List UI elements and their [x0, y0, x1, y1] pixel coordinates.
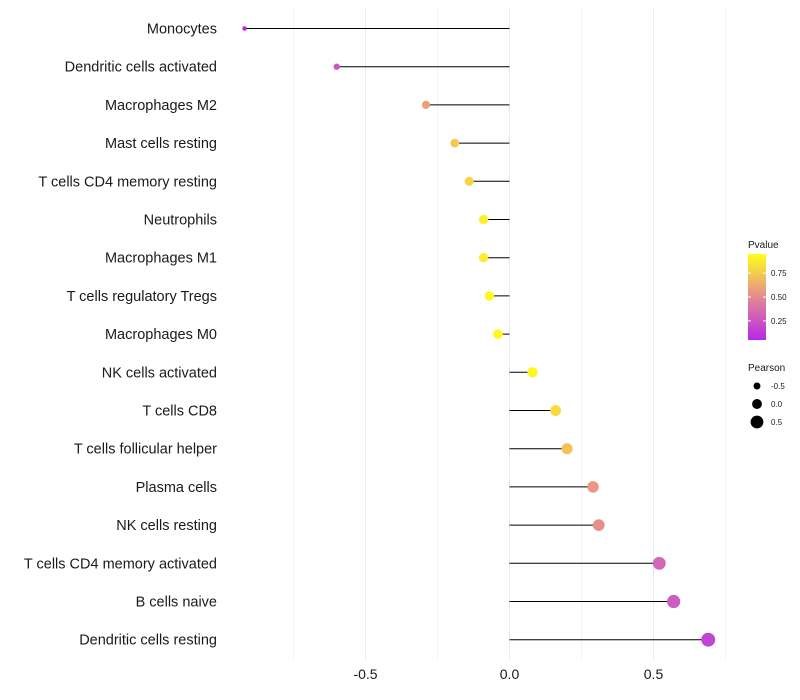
- color-legend-label: 0.25: [771, 317, 787, 326]
- category-label: B cells naive: [136, 595, 217, 611]
- size-legend-point: [752, 399, 762, 409]
- category-label: Plasma cells: [136, 480, 217, 496]
- data-point: [478, 214, 489, 225]
- category-label: Macrophages M0: [105, 327, 217, 343]
- category-label: T cells CD4 memory activated: [24, 556, 217, 572]
- color-legend-label: 0.75: [771, 269, 787, 278]
- x-tick-label: 0.5: [644, 666, 664, 682]
- data-point: [652, 556, 666, 570]
- x-tick-label: -0.5: [353, 666, 377, 682]
- color-legend-title: Pvalue: [748, 240, 779, 251]
- category-label: Macrophages M2: [105, 98, 217, 114]
- category-label: NK cells activated: [102, 365, 217, 381]
- category-label: Dendritic cells resting: [79, 633, 217, 649]
- category-label: NK cells resting: [116, 518, 217, 534]
- category-label: T cells follicular helper: [74, 442, 217, 458]
- category-label: T cells regulatory Tregs: [67, 289, 217, 305]
- category-label: Dendritic cells activated: [65, 60, 217, 76]
- color-legend-label: 0.50: [771, 293, 787, 302]
- category-labels: Monocytes Dendritic cells activated Macrop…: [24, 22, 217, 649]
- x-tick-label: 0.0: [500, 666, 520, 682]
- stems: [244, 28, 709, 641]
- size-legend-label: 0.0: [771, 400, 783, 409]
- category-label: Mast cells resting: [105, 136, 217, 152]
- color-legend: Pvalue 0.75 0.50 0.25: [748, 240, 787, 340]
- x-axis-tick-labels: -0.5 0.0 0.5: [353, 666, 663, 682]
- data-point: [561, 443, 573, 455]
- data-point: [464, 176, 474, 186]
- category-label: T cells CD8: [142, 404, 217, 420]
- data-points: [242, 26, 716, 647]
- category-label: Neutrophils: [144, 213, 217, 229]
- data-point: [701, 632, 716, 647]
- data-point: [242, 26, 247, 31]
- size-legend: Pearson -0.5 0.0 0.5: [748, 363, 785, 429]
- category-label: Macrophages M1: [105, 251, 217, 267]
- data-point: [478, 253, 489, 263]
- size-legend-point: [750, 415, 764, 429]
- data-point: [592, 519, 605, 531]
- data-point: [333, 63, 340, 70]
- data-point: [527, 367, 538, 378]
- size-legend-label: 0.5: [771, 418, 783, 427]
- data-point: [550, 405, 561, 416]
- data-point: [421, 100, 431, 109]
- data-point: [484, 291, 495, 301]
- size-legend-point: [753, 382, 761, 390]
- data-point: [667, 594, 681, 609]
- size-legend-label: -0.5: [771, 382, 785, 391]
- data-point: [493, 329, 503, 339]
- color-legend-bar: [748, 254, 766, 340]
- data-point: [450, 138, 460, 148]
- category-label: T cells CD4 memory resting: [38, 174, 217, 190]
- category-label: Monocytes: [147, 22, 217, 38]
- size-legend-title: Pearson: [748, 363, 785, 374]
- data-point: [587, 481, 599, 493]
